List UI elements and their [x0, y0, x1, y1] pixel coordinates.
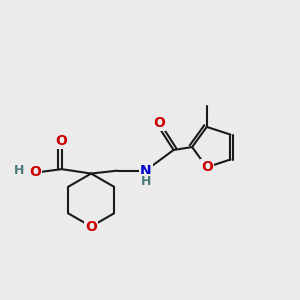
Text: O: O	[85, 220, 97, 234]
Text: O: O	[56, 134, 68, 148]
Text: O: O	[29, 165, 41, 179]
Text: H: H	[14, 164, 25, 177]
Text: H: H	[140, 175, 151, 188]
Text: N: N	[140, 164, 152, 178]
Text: O: O	[153, 116, 165, 130]
Text: O: O	[201, 160, 213, 174]
